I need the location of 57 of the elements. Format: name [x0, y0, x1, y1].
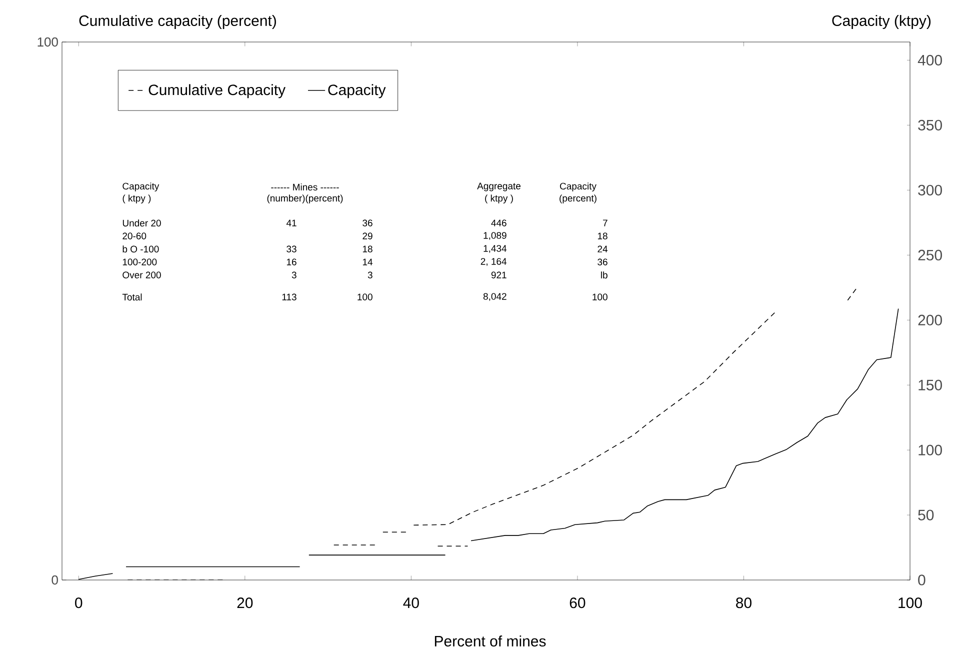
- annotation: 113: [282, 294, 296, 300]
- annotation: 100-200: [122, 258, 157, 266]
- y2-tick-label: 400: [918, 54, 942, 66]
- annotation: 3: [368, 272, 372, 278]
- y2-axis-title: Capacity (ktpy): [832, 15, 931, 29]
- x-tick-label: 100: [898, 598, 922, 608]
- annotation: (number)(percent): [267, 194, 343, 204]
- y2-tick-label: 250: [918, 250, 942, 260]
- annotation: 8,042: [483, 293, 506, 301]
- x-tick-label: 20: [237, 598, 253, 608]
- annotation: lb: [601, 272, 608, 278]
- y2-tick-label: 0: [918, 574, 926, 586]
- x-tick-label: 60: [570, 598, 586, 608]
- annotation: 36: [598, 258, 608, 266]
- annotation: 20-60: [122, 232, 146, 240]
- y2-tick-label: 100: [918, 444, 942, 456]
- y2-tick-label: 50: [918, 510, 934, 520]
- x-tick-label: 80: [736, 598, 752, 608]
- annotation: Total: [122, 294, 142, 300]
- annotation: Over 200: [122, 272, 161, 278]
- annotation: Aggregate: [477, 182, 520, 192]
- annotation: 100: [358, 294, 372, 300]
- annotation: 36: [362, 220, 372, 226]
- annotation: 7: [603, 220, 608, 226]
- annotation: ( ktpy ): [122, 194, 151, 204]
- y2-tick-label: 300: [918, 184, 942, 196]
- annotation: 41: [286, 220, 296, 226]
- y2-tick-label: 350: [918, 120, 942, 130]
- x-axis-title: Percent of mines: [434, 635, 546, 646]
- annotation: 2, 164: [480, 258, 507, 266]
- annotation: 33: [286, 246, 296, 252]
- x-tick-label: 40: [403, 598, 419, 608]
- annotation: (percent): [560, 194, 596, 204]
- annotation: 16: [286, 258, 296, 266]
- annotation: 921: [491, 272, 506, 278]
- annotation: 18: [598, 232, 608, 240]
- annotation: Under 20: [122, 220, 161, 226]
- annotation: ------ Mines ------: [271, 184, 339, 190]
- y-axis-title: Cumulative capacity (percent): [79, 15, 276, 29]
- annotation: 29: [362, 232, 372, 240]
- annotation: 446: [491, 220, 506, 226]
- x-tick-label: 0: [75, 598, 82, 608]
- y2-tick-label: 150: [918, 380, 942, 390]
- annotation: 24: [598, 246, 608, 252]
- annotation: b O -100: [122, 246, 159, 252]
- legend-label: Capacity: [328, 84, 386, 98]
- annotation: Capacity: [560, 182, 596, 192]
- annotation: 14: [362, 258, 373, 266]
- legend-label: Cumulative Capacity: [148, 84, 286, 98]
- annotation: 3: [292, 272, 296, 278]
- annotation: 1,434: [484, 245, 507, 253]
- y2-tick-label: 200: [918, 314, 942, 326]
- annotation: Capacity: [122, 182, 160, 192]
- annotation: 1,089: [484, 232, 506, 240]
- annotation: 18: [362, 246, 372, 252]
- annotation: ( ktpy ): [485, 194, 513, 204]
- annotation: 100: [592, 294, 608, 300]
